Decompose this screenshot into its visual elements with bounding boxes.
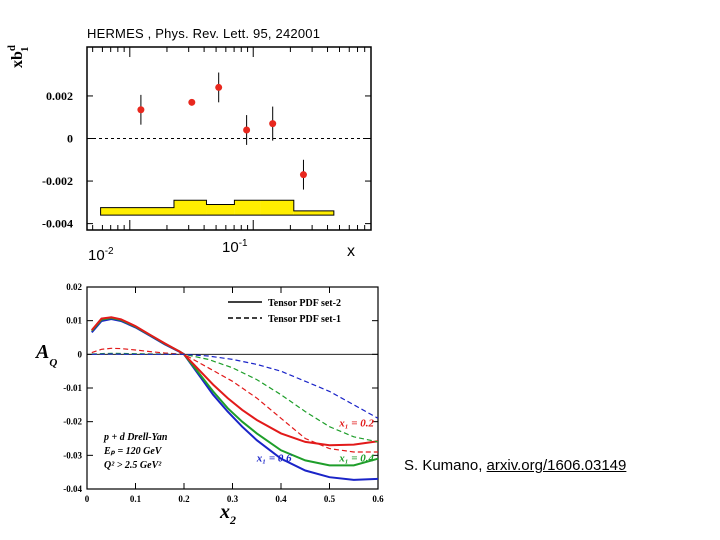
band-outline	[100, 199, 335, 216]
bottom-xtick-label-6: 0.6	[372, 494, 384, 504]
bottom-xtick-label-5: 0.5	[324, 494, 336, 504]
bottom-axis-ticks: 0 0.1 0.2 0.3 0.4 0.5 0.6 0.02 0.01 0 -0.01 -0.02 -0…	[63, 282, 384, 504]
top-data-points	[137, 72, 307, 190]
top-xlabel: x	[347, 243, 355, 260]
systematic-band	[100, 199, 335, 216]
band-segment-2	[173, 200, 207, 216]
band-segment-5	[260, 200, 294, 216]
bottom-ylabel: AQ	[34, 341, 57, 369]
attribution: S. Kumano, arxiv.org/1606.03149	[404, 457, 626, 474]
band-segment-1	[100, 207, 174, 216]
bottom-ytick-label-5: -0.03	[63, 450, 82, 460]
bottom-annotations: x₁ = 0.2 x₁ = 0.4 x₁ = 0.6	[256, 418, 375, 465]
bottom-ytick-label-3: -0.01	[63, 383, 82, 393]
top-chart-title: HERMES , Phys. Rev. Lett. 95, 242001	[87, 26, 321, 41]
data-point-3	[215, 83, 223, 91]
band-segment-6	[293, 210, 334, 216]
bottom-ytick-label-0: 0.02	[66, 282, 82, 292]
process-box: p + d Drell-Yan Eₚ = 120 GeV Q² > 2.5 Ge…	[103, 432, 168, 471]
data-point-1	[137, 106, 145, 114]
top-xtick-label-1: 10-2	[88, 246, 114, 264]
bottom-xtick-label-2: 0.2	[178, 494, 190, 504]
bottom-legend: Tensor PDF set-2 Tensor PDF set-1	[228, 298, 341, 325]
top-ytick-label-2: -0.002	[42, 174, 73, 188]
data-point-5	[269, 120, 277, 128]
bottom-xtick-label-0: 0	[85, 494, 90, 504]
legend-label-2: Tensor PDF set-1	[268, 314, 341, 325]
bottom-xtick-label-4: 0.4	[275, 494, 287, 504]
band-segment-4	[234, 200, 261, 216]
process-line-1: p + d Drell-Yan	[103, 432, 168, 443]
top-xtick-label-2: 10-1	[222, 238, 248, 256]
process-line-3: Q² > 2.5 GeV²	[104, 460, 162, 471]
bottom-series	[91, 316, 379, 481]
bottom-xlabel: x2	[219, 501, 236, 527]
series-annotation-2: x₁ = 0.4	[338, 452, 374, 464]
series-line-4	[91, 347, 378, 453]
series-line-2	[91, 316, 379, 467]
bottom-xtick-label-3: 0.3	[227, 494, 239, 504]
top-ytick-label-1: 0	[67, 132, 73, 146]
series-line-5	[91, 352, 379, 443]
band-segment-3	[206, 204, 235, 216]
arxiv-link[interactable]: arxiv.org/1606.03149	[486, 457, 627, 474]
bottom-ytick-label-2: 0	[78, 349, 83, 359]
series-line-3	[91, 316, 379, 447]
bottom-xtick-label-1: 0.1	[130, 494, 142, 504]
bottom-ytick-label-4: -0.02	[63, 417, 82, 427]
data-point-2	[188, 98, 196, 106]
series-annotation-3: x₁ = 0.6	[256, 452, 292, 464]
top-ytick-label-0: 0.002	[46, 89, 73, 103]
data-point-4	[243, 126, 251, 134]
bottom-ytick-label-6: -0.04	[63, 484, 82, 494]
process-line-2: Eₚ = 120 GeV	[103, 446, 163, 457]
series-annotation-1: x₁ = 0.2	[338, 418, 374, 430]
bottom-ytick-label-1: 0.01	[66, 316, 82, 326]
attribution-author: S. Kumano,	[404, 457, 487, 474]
top-ylabel: xbd1	[6, 45, 31, 68]
series-line-6	[91, 353, 379, 419]
data-point-6	[299, 171, 307, 179]
top-axis-ticks: 0.002 0 -0.002 -0.004	[42, 47, 372, 231]
legend-label-1: Tensor PDF set-2	[268, 298, 341, 309]
top-ytick-label-3: -0.004	[42, 217, 73, 231]
